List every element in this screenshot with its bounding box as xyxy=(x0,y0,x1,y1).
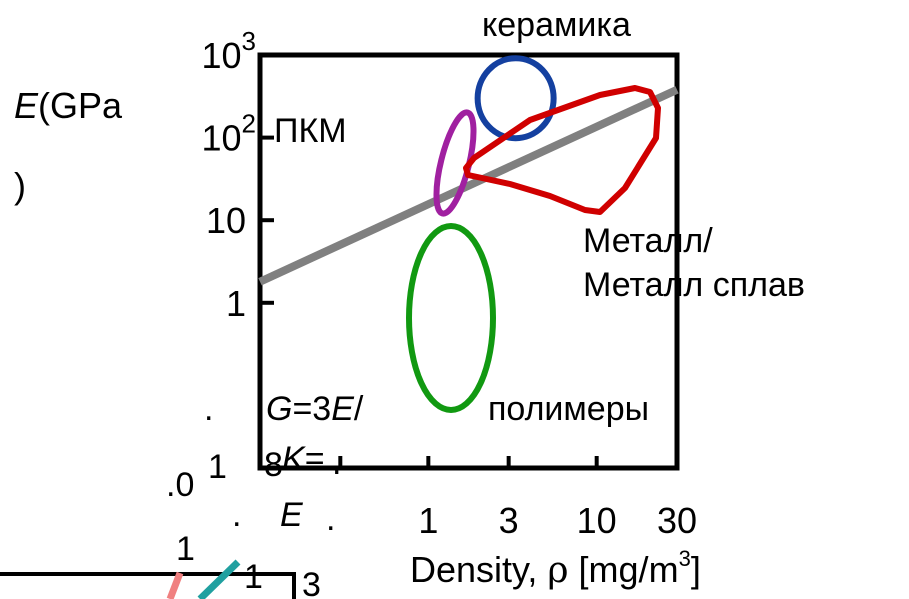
plot-frame xyxy=(257,52,680,471)
y-axis-ticks: 1 10 102 103 xyxy=(201,26,274,324)
x-tick-label: 10 xyxy=(577,500,617,541)
fragment-dot-a: . xyxy=(204,390,213,428)
y-tick-label: 103 xyxy=(201,26,256,76)
fragment-one-c: 1 xyxy=(244,558,263,596)
y-tick-label: 102 xyxy=(201,109,256,159)
fragment-one-a: 1 xyxy=(208,448,227,486)
fragment-e-bottom: E xyxy=(280,496,303,534)
metals-label-line1: Металл/ xyxy=(583,222,713,260)
fragment-one-b: 1 xyxy=(176,530,195,568)
composites-label: ПКМ xyxy=(274,112,347,150)
polymers-region xyxy=(406,223,496,413)
fragment-three: 3 xyxy=(302,566,321,599)
fragment-k-formula: K= xyxy=(282,440,325,478)
fragment-dot-b: . xyxy=(332,444,341,482)
x-tick-label: 30 xyxy=(657,500,697,541)
x-axis-ticks: 1 3 10 30 xyxy=(338,456,697,541)
fragment-eight: 8 xyxy=(264,446,283,484)
ceramics-label: керамика xyxy=(482,6,631,44)
metals-label-line2: Металл сплав xyxy=(583,266,805,304)
x-tick-label: 1 xyxy=(418,500,438,541)
y-axis-label-close: ) xyxy=(14,165,26,206)
fragment-dot-d: . xyxy=(326,500,335,538)
metals-region xyxy=(463,85,661,215)
inset-teal-curve xyxy=(197,559,241,599)
y-axis-label: E(GPa xyxy=(14,85,123,126)
x-axis-label: Density, ρ [mg/m3] xyxy=(410,546,701,591)
y-tick-label: 10 xyxy=(206,200,246,241)
polymers-label: полимеры xyxy=(488,390,649,428)
fragment-zero: .0 xyxy=(166,466,194,504)
fragment-g-formula: G=3E/ xyxy=(266,390,364,428)
x-tick-label: 3 xyxy=(499,500,519,541)
fragment-dot-c: . xyxy=(232,496,241,534)
y-tick-label: 1 xyxy=(226,283,246,324)
inset-pink-curve xyxy=(166,571,184,599)
guide-line xyxy=(258,86,679,286)
ceramics-region xyxy=(474,55,557,142)
